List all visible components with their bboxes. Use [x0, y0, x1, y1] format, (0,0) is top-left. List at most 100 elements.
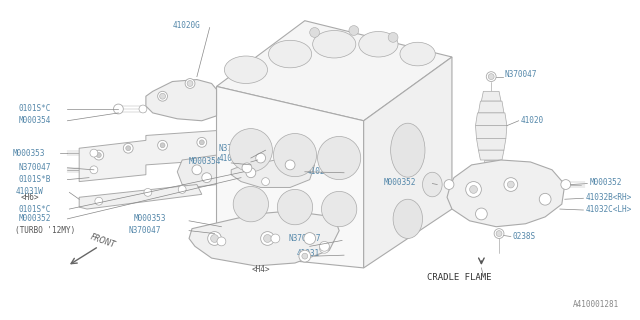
Text: N370047: N370047 [218, 144, 251, 153]
Ellipse shape [269, 40, 312, 68]
Text: N370047: N370047 [128, 226, 161, 235]
Circle shape [202, 173, 212, 183]
Polygon shape [216, 86, 364, 268]
Circle shape [97, 153, 101, 157]
Text: 41031: 41031 [297, 249, 320, 258]
Circle shape [229, 129, 273, 172]
Text: M000353: M000353 [12, 148, 45, 158]
Text: 0101S*C: 0101S*C [19, 204, 51, 213]
Text: <H4>: <H4> [252, 265, 270, 274]
Text: FRONT: FRONT [89, 233, 116, 250]
Circle shape [494, 229, 504, 238]
Circle shape [317, 136, 361, 180]
Circle shape [302, 253, 308, 259]
Circle shape [476, 208, 487, 220]
Polygon shape [146, 80, 216, 121]
Circle shape [496, 231, 502, 236]
Ellipse shape [393, 199, 422, 238]
Text: 41032B<RH>: 41032B<RH> [586, 193, 632, 202]
Circle shape [187, 81, 193, 86]
Circle shape [388, 32, 398, 42]
Circle shape [319, 244, 330, 253]
Text: M000352: M000352 [589, 178, 621, 187]
Circle shape [233, 187, 269, 222]
Text: M000354: M000354 [19, 116, 51, 125]
Circle shape [157, 91, 168, 101]
Ellipse shape [359, 31, 398, 57]
Polygon shape [476, 126, 507, 139]
Circle shape [540, 193, 551, 205]
Circle shape [159, 93, 166, 99]
Circle shape [208, 232, 221, 245]
Polygon shape [216, 21, 452, 121]
Circle shape [260, 232, 275, 245]
Text: 0101S*B: 0101S*B [19, 175, 51, 184]
Ellipse shape [313, 30, 356, 58]
Polygon shape [476, 113, 507, 126]
Circle shape [157, 140, 168, 150]
Circle shape [319, 241, 330, 251]
Bar [484, 160, 498, 172]
Text: A410001281: A410001281 [572, 300, 619, 309]
Circle shape [90, 149, 98, 157]
Polygon shape [447, 160, 564, 227]
Polygon shape [79, 131, 216, 181]
Circle shape [310, 28, 319, 37]
Ellipse shape [400, 42, 435, 66]
Text: CRADLE FLAME: CRADLE FLAME [428, 273, 492, 282]
Circle shape [90, 166, 98, 174]
Polygon shape [364, 57, 452, 268]
Circle shape [470, 186, 477, 193]
Text: 0238S: 0238S [513, 232, 536, 241]
Circle shape [144, 188, 152, 196]
Polygon shape [479, 150, 504, 160]
Circle shape [299, 250, 310, 262]
Circle shape [211, 235, 218, 243]
Text: M000353: M000353 [133, 214, 166, 223]
Ellipse shape [422, 172, 442, 197]
Text: <H6>: <H6> [20, 193, 39, 202]
Circle shape [504, 178, 518, 191]
Circle shape [277, 189, 313, 225]
Text: M000354: M000354 [189, 157, 221, 166]
Text: M000352: M000352 [383, 178, 415, 187]
Text: 0101S*C: 0101S*C [19, 105, 51, 114]
Text: 41020G: 41020G [172, 21, 200, 30]
Circle shape [113, 104, 124, 114]
Circle shape [185, 79, 195, 88]
Polygon shape [481, 91, 501, 101]
Circle shape [160, 143, 165, 148]
Polygon shape [231, 158, 315, 188]
Text: 41031W: 41031W [15, 187, 43, 196]
Text: 41020: 41020 [520, 116, 544, 125]
Circle shape [508, 181, 515, 188]
Text: (TURBO '12MY): (TURBO '12MY) [15, 226, 76, 235]
Text: N370047: N370047 [288, 234, 321, 243]
Circle shape [95, 197, 102, 205]
Circle shape [262, 178, 269, 186]
Circle shape [486, 72, 496, 82]
Ellipse shape [225, 56, 268, 84]
Circle shape [124, 143, 133, 153]
Text: N370047: N370047 [505, 70, 538, 79]
Circle shape [192, 165, 202, 175]
Circle shape [139, 105, 147, 113]
Ellipse shape [390, 123, 425, 177]
Circle shape [199, 140, 204, 145]
Circle shape [273, 133, 317, 177]
Text: M000352: M000352 [19, 214, 51, 223]
Circle shape [217, 237, 226, 246]
Circle shape [304, 233, 316, 244]
Polygon shape [479, 101, 504, 113]
Polygon shape [79, 185, 202, 209]
Circle shape [466, 181, 481, 197]
Circle shape [285, 160, 295, 170]
Text: N370047: N370047 [19, 163, 51, 172]
Circle shape [271, 234, 280, 243]
Circle shape [242, 163, 252, 173]
Polygon shape [464, 185, 535, 221]
Circle shape [264, 235, 271, 243]
Circle shape [488, 74, 494, 80]
Circle shape [561, 180, 571, 189]
Text: 41020G: 41020G [307, 167, 335, 176]
